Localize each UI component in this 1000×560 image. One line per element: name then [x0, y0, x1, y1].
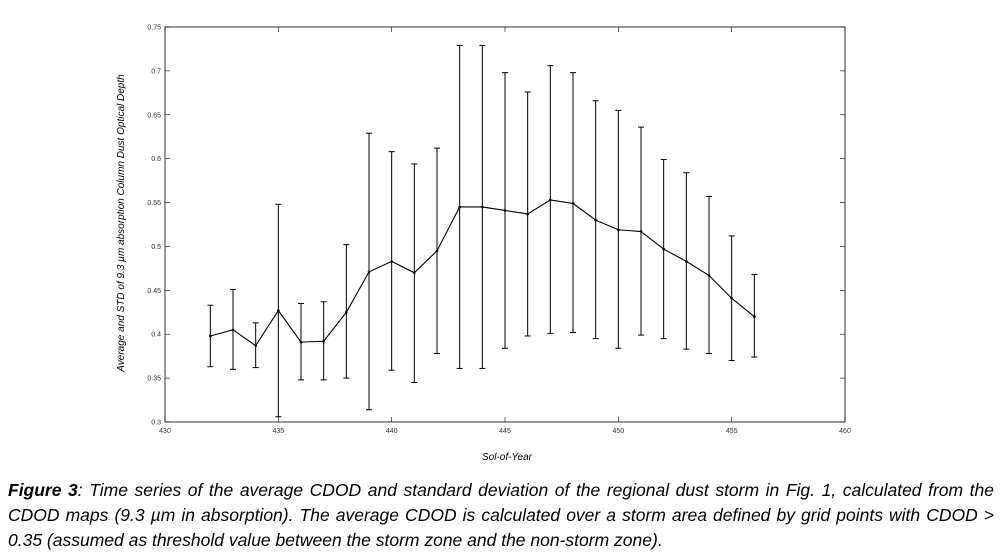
x-tick-label: 445: [499, 428, 511, 435]
data-point: [639, 230, 643, 233]
data-point: [231, 328, 235, 332]
data-point: [254, 344, 257, 347]
x-axis-label: Sol-of-Year: [482, 452, 533, 463]
data-point: [594, 218, 597, 222]
data-point: [730, 296, 733, 300]
data-point: [707, 274, 711, 277]
data-point: [526, 212, 529, 216]
data-point: [367, 270, 371, 274]
y-tick-label: 0.3: [151, 420, 161, 427]
data-point: [662, 247, 665, 251]
series-group: [209, 198, 756, 347]
data-point: [753, 315, 756, 318]
cdod-time-series-chart: 430 435 440 445 450 455 460 0.3 0.35 0.4 0.45 0.5 0.…: [116, 25, 851, 464]
x-tick-label: 435: [272, 428, 284, 435]
data-point: [549, 198, 552, 202]
y-tick-label: 0.75: [147, 25, 161, 32]
data-point: [503, 209, 507, 212]
data-point: [458, 205, 461, 209]
data-point: [435, 249, 439, 253]
y-tick-label: 0.5: [151, 244, 161, 251]
x-tick-label: 460: [839, 428, 851, 435]
plot-axes: [164, 26, 846, 423]
y-tick-label: 0.65: [147, 112, 161, 119]
y-tick-label: 0.55: [147, 200, 161, 207]
x-tick-label: 440: [386, 428, 398, 435]
y-tick-label: 0.7: [151, 68, 161, 75]
data-point: [322, 339, 325, 343]
y-axis-label: Average and STD of 9.3 µm absorption Col…: [116, 74, 127, 373]
y-tick-label: 0.4: [151, 332, 161, 339]
figure-caption-text: : Time series of the average CDOD and st…: [8, 480, 994, 550]
x-tick-label: 455: [726, 428, 738, 435]
data-point: [390, 260, 393, 263]
data-point: [209, 334, 212, 338]
data-point: [571, 202, 575, 205]
y-tick-label: 0.35: [147, 376, 161, 383]
data-point: [277, 309, 280, 312]
data-point: [345, 310, 348, 314]
x-tick-label: 430: [159, 428, 171, 435]
data-point: [299, 340, 303, 344]
figure-caption-label: Figure 3: [8, 480, 78, 500]
error-bars-group: [207, 44, 758, 418]
x-tick-label: 450: [612, 428, 624, 435]
y-tick-label: 0.6: [151, 156, 161, 163]
data-point: [481, 205, 484, 209]
data-point: [685, 260, 688, 263]
figure-caption: Figure 3: Time series of the average CDO…: [8, 478, 994, 553]
tick-labels-group: 430 435 440 445 450 455 460 0.3 0.35 0.4 0.45 0.5 0.…: [147, 25, 851, 436]
data-point: [617, 228, 620, 232]
y-tick-label: 0.45: [147, 288, 161, 295]
data-point: [413, 271, 416, 275]
